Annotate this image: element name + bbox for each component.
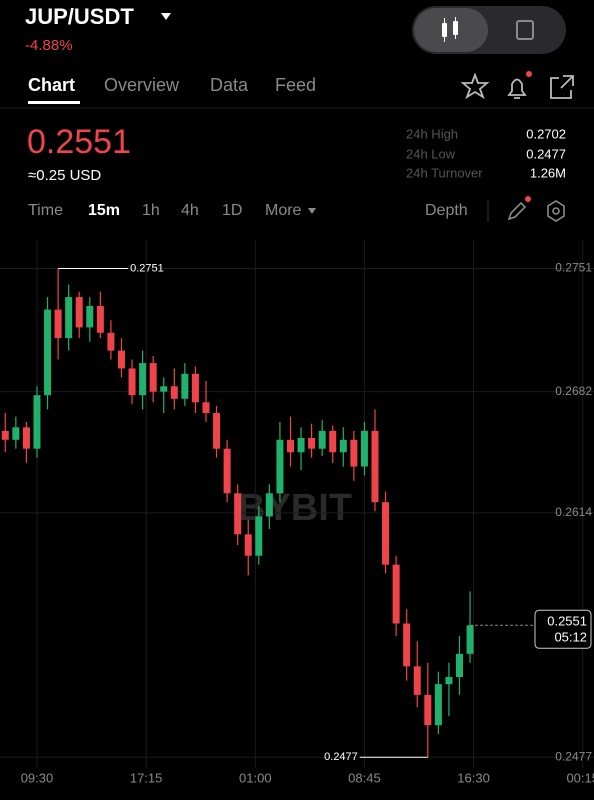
candle-body [286, 439, 294, 453]
candle-body [297, 438, 305, 453]
price-usd: ≈0.25 USD [28, 167, 101, 184]
candle-body [244, 534, 252, 556]
candle-body [318, 430, 326, 449]
candle-body [160, 386, 168, 392]
tabs: Chart Overview Data Feed [28, 75, 316, 104]
x-tick-label: 17:15 [130, 770, 163, 785]
candle-body [181, 373, 189, 399]
tab[interactable]: Chart [28, 75, 75, 95]
favorite-icon[interactable] [460, 72, 490, 100]
candle-body [213, 413, 221, 449]
settings-icon[interactable] [547, 200, 565, 222]
candle-body [329, 430, 337, 453]
share-icon[interactable] [550, 75, 574, 99]
candle-body [149, 363, 157, 392]
candle-body [308, 438, 316, 449]
x-tick-label: 09:30 [21, 770, 54, 785]
last-price-box [534, 609, 592, 649]
x-tick-label: 00:15 [566, 770, 594, 785]
tab[interactable]: Feed [275, 75, 316, 95]
x-tick-label: 08:45 [348, 770, 381, 785]
candle-body [276, 439, 284, 494]
interval[interactable]: 4h [181, 202, 199, 219]
x-tick-label: 16:30 [457, 770, 490, 785]
toggle-chart[interactable] [414, 8, 488, 52]
stat-value: 0.2702 [526, 126, 566, 141]
symbol-dropdown[interactable] [161, 13, 171, 20]
candle-body [12, 427, 20, 440]
candle-body [117, 350, 125, 369]
tab-indicator [28, 101, 80, 104]
candle-body [455, 653, 463, 678]
candle-body [191, 373, 199, 403]
y-tick-label: 0.2682 [555, 384, 592, 398]
interval[interactable]: 15m [88, 202, 120, 219]
candle-body [466, 625, 474, 654]
candle-body [96, 306, 104, 333]
candle-body [392, 564, 400, 624]
y-tick-label: 0.2614 [555, 505, 592, 519]
candle-body [265, 493, 273, 517]
candle-body [382, 502, 390, 565]
interval[interactable]: 1D [222, 202, 242, 219]
last-price-label: 0.2551 [547, 614, 587, 629]
more-arrow [308, 208, 316, 214]
candle-body [44, 309, 52, 396]
candle-body [255, 516, 263, 556]
candle-body [445, 677, 453, 685]
candle-body [22, 427, 30, 449]
candle-body [33, 395, 41, 449]
toggle-info-icon[interactable] [516, 20, 534, 40]
candle-body [403, 623, 411, 667]
candle-body [434, 684, 442, 726]
countdown: 05:12 [554, 630, 587, 645]
interval[interactable]: Time [28, 202, 63, 219]
alert-icon[interactable] [507, 78, 527, 99]
candle-body [350, 439, 358, 467]
draw-icon[interactable] [507, 201, 527, 221]
y-tick-label: 0.2751 [555, 261, 592, 275]
y-tick-label: 0.2477 [555, 749, 592, 763]
candle-body [139, 363, 147, 396]
stat-value: 1.26M [530, 165, 566, 180]
candle-body [360, 430, 368, 467]
settings-icon-core [552, 207, 560, 215]
tab[interactable]: Data [210, 75, 249, 95]
stat-label: 24h High [406, 126, 458, 141]
interval[interactable]: More [265, 202, 302, 219]
notification-dot [526, 71, 532, 77]
candle-body [128, 368, 136, 396]
candle-body [339, 439, 347, 453]
candle-body [202, 402, 210, 414]
price-change: -4.88% [25, 37, 73, 54]
x-tick-label: 01:00 [239, 770, 272, 785]
stat-label: 24h Low [406, 146, 456, 161]
notification-dot [525, 196, 531, 202]
candle-body [223, 448, 231, 494]
candle-body [424, 694, 432, 726]
candle-body [65, 297, 73, 339]
candle-icon [442, 17, 458, 42]
stat-value: 0.2477 [526, 146, 566, 161]
depth[interactable]: Depth [425, 202, 468, 219]
tab[interactable]: Overview [104, 75, 180, 95]
candle-body [234, 493, 242, 535]
symbol[interactable]: JUP/USDT [25, 4, 134, 29]
interval[interactable]: 1h [142, 202, 160, 219]
last-price: 0.2551 [27, 123, 131, 161]
candle-body [86, 306, 94, 328]
candle-body [170, 386, 178, 399]
candle-body [1, 430, 9, 440]
max-label: 0.2751 [130, 262, 164, 274]
candle-body [413, 666, 421, 695]
candle-body [371, 430, 379, 503]
stat-label: 24h Turnover [406, 165, 483, 180]
candle-body [75, 297, 83, 328]
candle-body [107, 332, 115, 351]
min-label: 0.2477 [324, 751, 358, 763]
candle-body [54, 309, 62, 339]
